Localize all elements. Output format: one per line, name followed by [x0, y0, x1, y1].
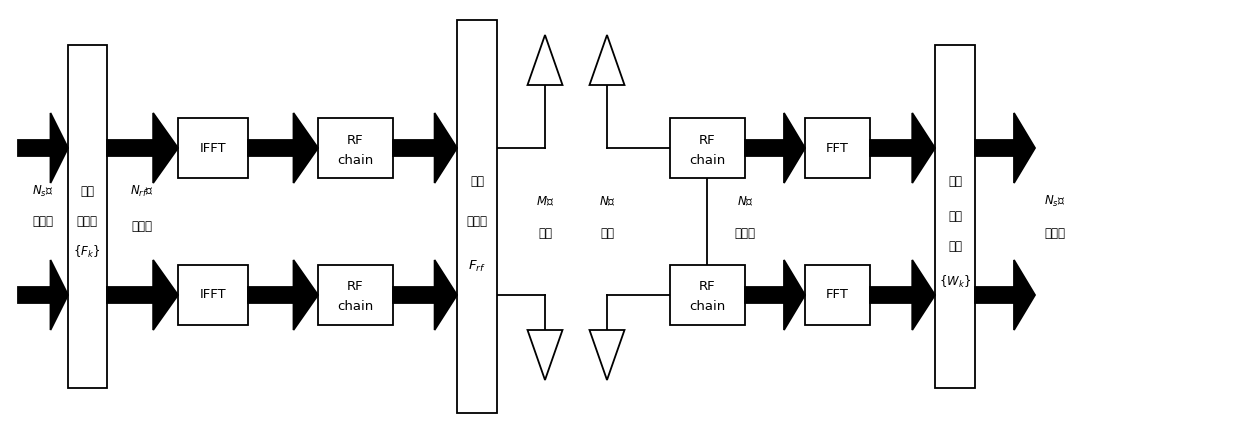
Text: 天线: 天线	[538, 227, 552, 240]
Polygon shape	[527, 330, 563, 380]
Bar	[179, 265, 248, 325]
Polygon shape	[19, 260, 68, 330]
Bar	[805, 265, 870, 325]
Text: 射频: 射频	[470, 175, 484, 188]
Polygon shape	[248, 260, 317, 330]
Text: 数据流: 数据流	[32, 215, 53, 228]
Bar	[805, 118, 870, 178]
Text: $N$个: $N$个	[737, 195, 754, 208]
Polygon shape	[107, 260, 179, 330]
Text: 天线: 天线	[600, 227, 614, 240]
Polygon shape	[870, 113, 935, 183]
Text: $F_{rf}$: $F_{rf}$	[467, 259, 486, 274]
Text: 基带: 基带	[81, 185, 94, 198]
Bar	[68, 45, 107, 388]
Polygon shape	[527, 35, 563, 85]
Text: 接收: 接收	[949, 210, 962, 223]
Text: 预编码: 预编码	[466, 215, 487, 228]
Polygon shape	[393, 260, 458, 330]
Polygon shape	[19, 113, 68, 183]
Polygon shape	[589, 330, 625, 380]
Bar	[935, 45, 975, 388]
Bar	[179, 118, 248, 178]
Text: chain: chain	[689, 301, 725, 313]
Text: RF: RF	[698, 133, 715, 146]
Polygon shape	[975, 260, 1035, 330]
Bar	[317, 118, 393, 178]
Text: $N_s$个: $N_s$个	[1044, 194, 1065, 209]
Text: $N$根: $N$根	[599, 195, 615, 208]
Bar	[670, 118, 745, 178]
Text: 射频链: 射频链	[734, 227, 755, 240]
Bar	[317, 265, 393, 325]
Bar	[670, 265, 745, 325]
Text: $\{F_k\}$: $\{F_k\}$	[73, 243, 100, 259]
Bar	[458, 20, 497, 413]
Polygon shape	[248, 113, 317, 183]
Text: IFFT: IFFT	[200, 142, 227, 155]
Text: chain: chain	[337, 154, 373, 167]
Polygon shape	[870, 260, 935, 330]
Text: RF: RF	[698, 281, 715, 294]
Text: chain: chain	[337, 301, 373, 313]
Polygon shape	[745, 113, 805, 183]
Text: FFT: FFT	[826, 288, 848, 301]
Text: $N_{rf}$个: $N_{rf}$个	[130, 184, 154, 199]
Text: IFFT: IFFT	[200, 288, 227, 301]
Text: 数据流: 数据流	[1044, 227, 1065, 240]
Text: $M$根: $M$根	[536, 195, 554, 208]
Polygon shape	[589, 35, 625, 85]
Text: 合并: 合并	[949, 240, 962, 253]
Text: RF: RF	[347, 281, 363, 294]
Text: chain: chain	[689, 154, 725, 167]
Text: $N_s$个: $N_s$个	[32, 184, 53, 199]
Text: 基带: 基带	[949, 175, 962, 188]
Text: 射频链: 射频链	[131, 220, 153, 233]
Text: FFT: FFT	[826, 142, 848, 155]
Text: RF: RF	[347, 133, 363, 146]
Polygon shape	[393, 113, 458, 183]
Text: 预编码: 预编码	[77, 215, 98, 228]
Polygon shape	[107, 113, 179, 183]
Text: $\{W_k\}$: $\{W_k\}$	[939, 274, 971, 290]
Polygon shape	[975, 113, 1035, 183]
Polygon shape	[745, 260, 805, 330]
